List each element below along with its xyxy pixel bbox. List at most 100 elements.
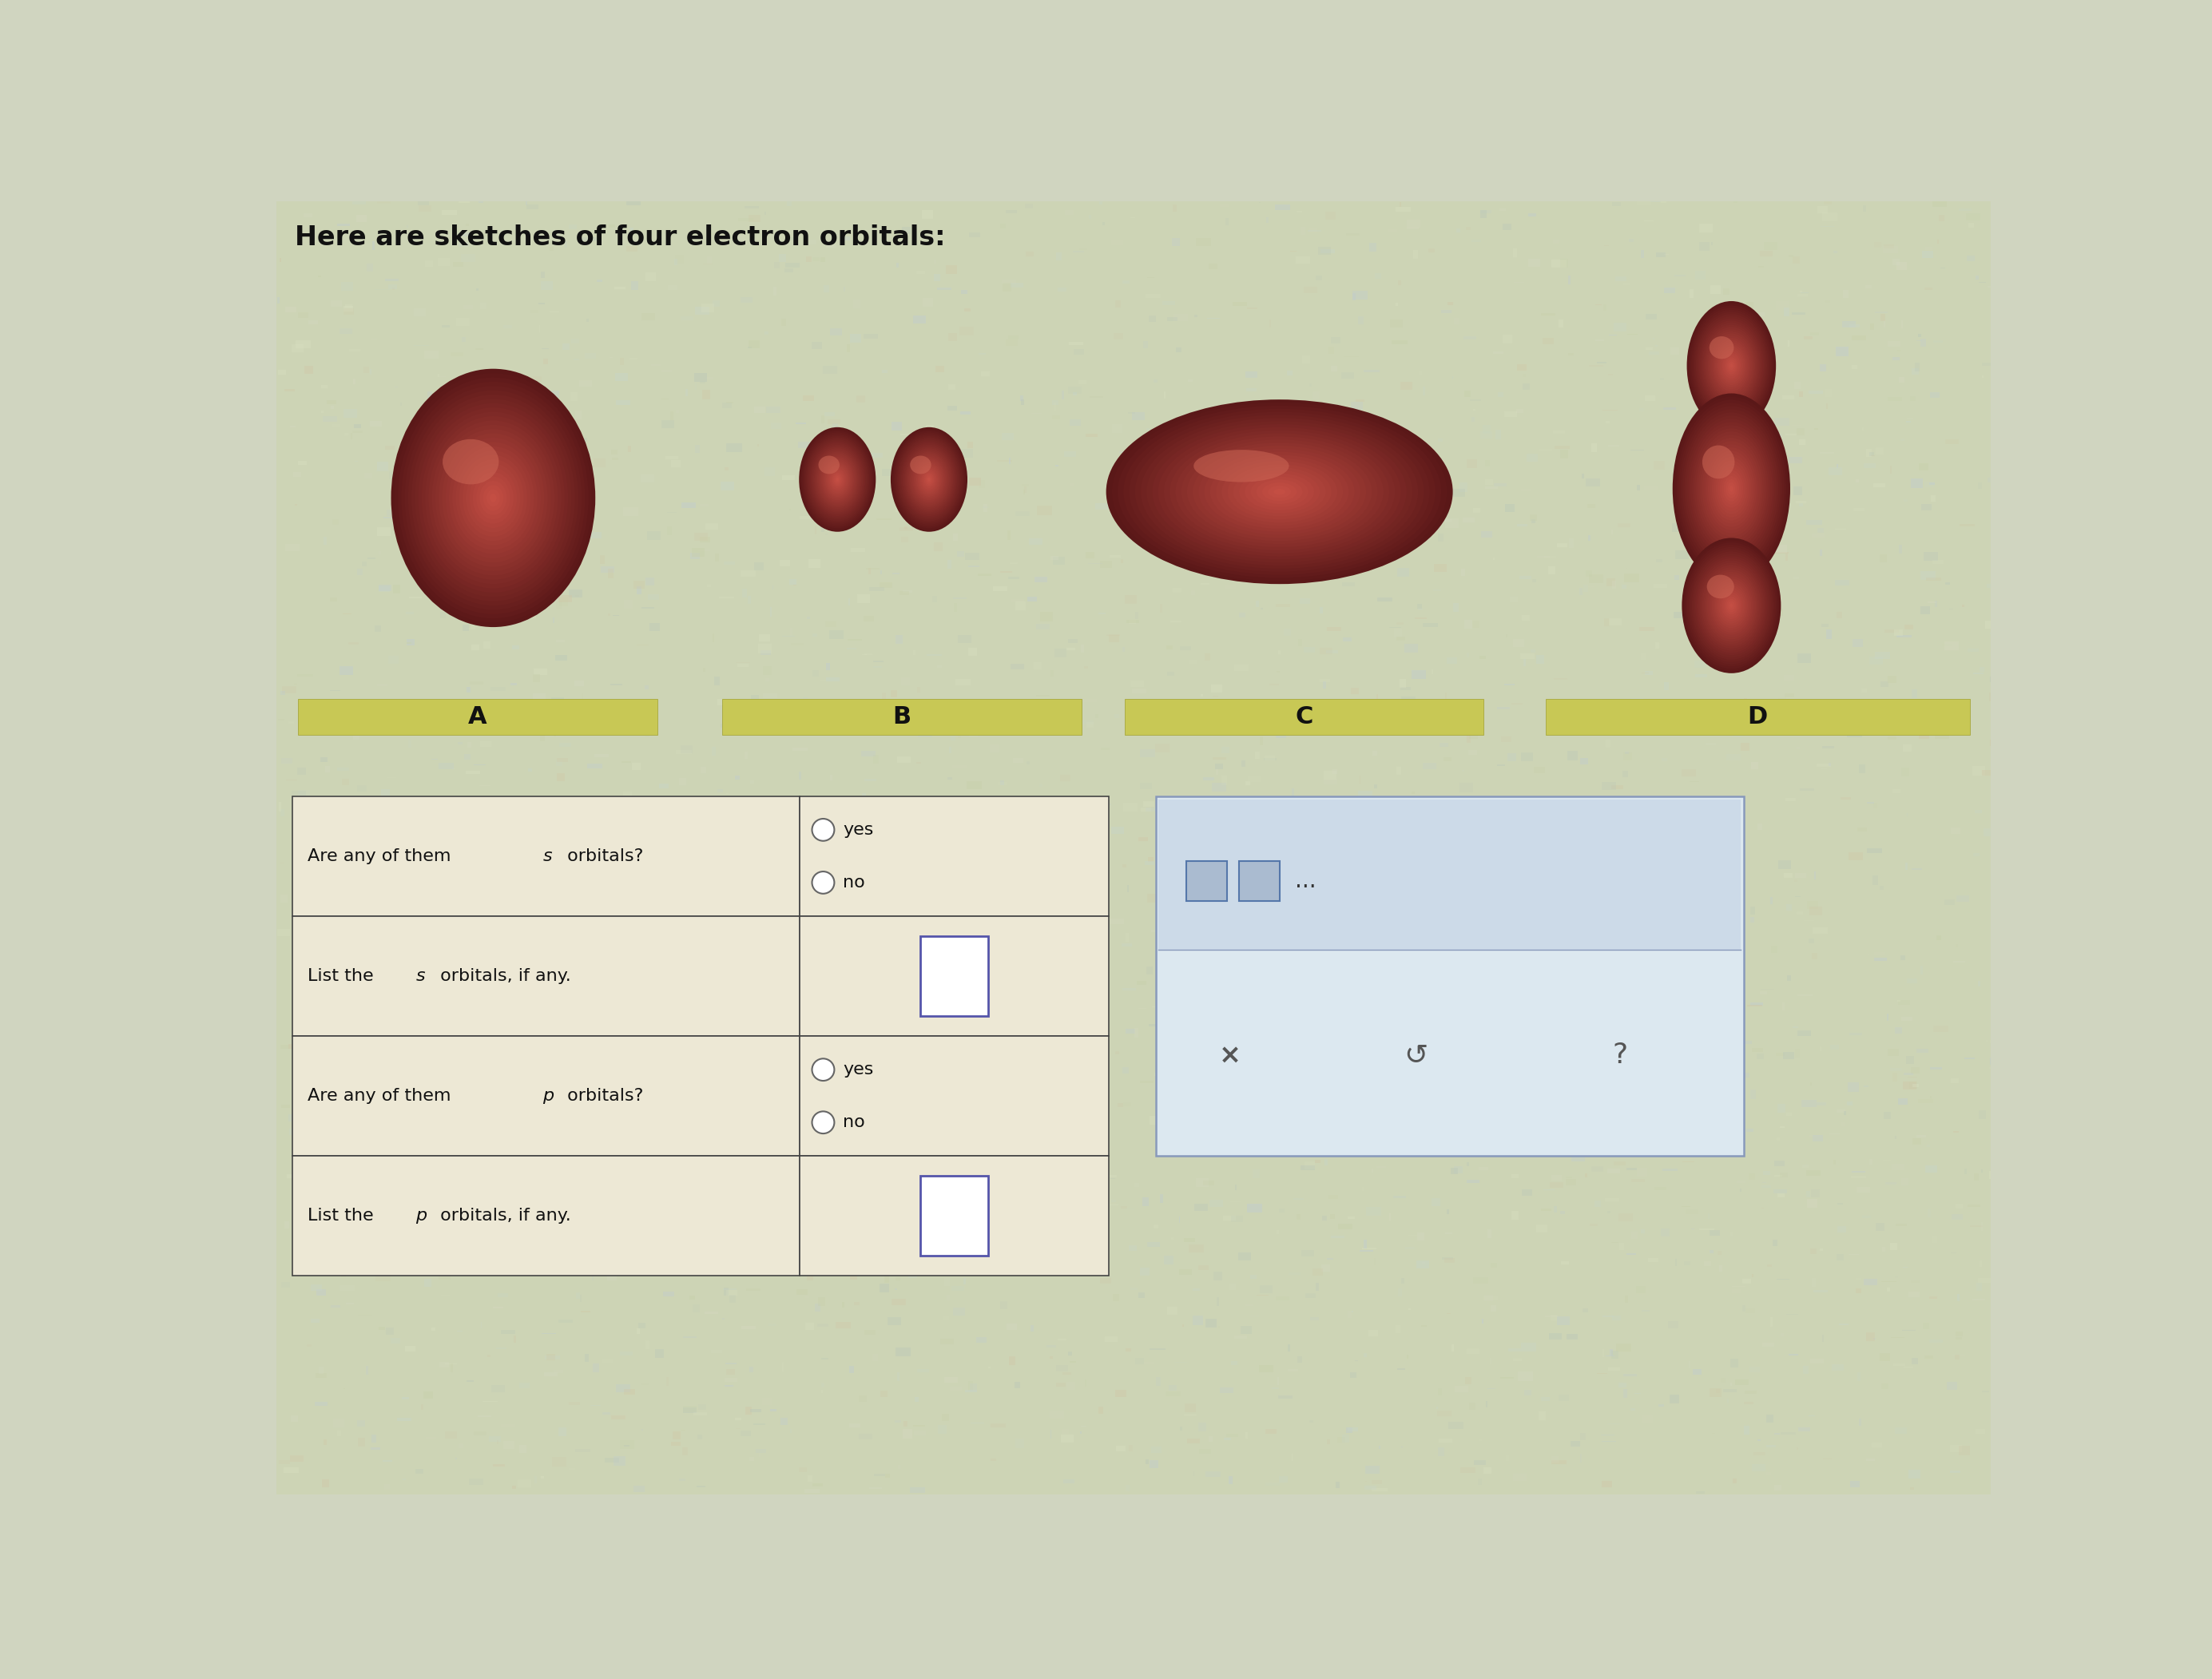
FancyBboxPatch shape: [1863, 688, 1867, 693]
FancyBboxPatch shape: [560, 596, 571, 603]
FancyBboxPatch shape: [378, 527, 392, 536]
FancyBboxPatch shape: [1148, 1242, 1159, 1247]
FancyBboxPatch shape: [1221, 1113, 1237, 1120]
FancyBboxPatch shape: [1201, 903, 1208, 907]
FancyBboxPatch shape: [407, 707, 422, 714]
FancyBboxPatch shape: [330, 406, 334, 410]
FancyBboxPatch shape: [383, 722, 385, 724]
FancyBboxPatch shape: [1121, 1066, 1128, 1073]
FancyBboxPatch shape: [1982, 1390, 1989, 1392]
FancyBboxPatch shape: [916, 687, 920, 692]
FancyBboxPatch shape: [1172, 588, 1181, 593]
Ellipse shape: [1705, 329, 1756, 403]
FancyBboxPatch shape: [1767, 1264, 1772, 1266]
FancyBboxPatch shape: [849, 1424, 860, 1427]
FancyBboxPatch shape: [544, 1355, 560, 1360]
FancyBboxPatch shape: [1155, 744, 1170, 752]
FancyBboxPatch shape: [1531, 519, 1535, 522]
FancyBboxPatch shape: [785, 264, 801, 267]
FancyBboxPatch shape: [1528, 213, 1537, 217]
FancyBboxPatch shape: [1756, 625, 1767, 631]
FancyBboxPatch shape: [292, 1036, 801, 1157]
FancyBboxPatch shape: [584, 1355, 588, 1362]
FancyBboxPatch shape: [1369, 1071, 1376, 1080]
FancyBboxPatch shape: [1776, 1053, 1785, 1056]
FancyBboxPatch shape: [1573, 1153, 1584, 1162]
FancyBboxPatch shape: [1924, 1357, 1933, 1358]
FancyBboxPatch shape: [947, 561, 951, 569]
FancyBboxPatch shape: [369, 421, 383, 426]
FancyBboxPatch shape: [1164, 705, 1170, 710]
FancyBboxPatch shape: [1807, 1170, 1820, 1175]
FancyBboxPatch shape: [1031, 1325, 1033, 1331]
FancyBboxPatch shape: [513, 1335, 515, 1343]
Ellipse shape: [1699, 435, 1765, 542]
FancyBboxPatch shape: [462, 871, 467, 875]
FancyBboxPatch shape: [1197, 1179, 1210, 1187]
FancyBboxPatch shape: [1199, 1264, 1208, 1271]
FancyBboxPatch shape: [1307, 861, 1312, 866]
FancyBboxPatch shape: [281, 685, 296, 693]
FancyBboxPatch shape: [1071, 845, 1079, 850]
FancyBboxPatch shape: [1217, 1086, 1228, 1095]
FancyBboxPatch shape: [1608, 374, 1613, 376]
FancyBboxPatch shape: [1626, 712, 1635, 717]
FancyBboxPatch shape: [821, 834, 836, 843]
FancyBboxPatch shape: [911, 939, 918, 944]
FancyBboxPatch shape: [1159, 799, 1741, 950]
FancyBboxPatch shape: [1491, 1306, 1495, 1311]
FancyBboxPatch shape: [334, 702, 338, 709]
FancyBboxPatch shape: [1582, 473, 1584, 479]
FancyBboxPatch shape: [883, 693, 887, 698]
FancyBboxPatch shape: [1367, 1110, 1371, 1115]
FancyBboxPatch shape: [1418, 702, 1429, 705]
FancyBboxPatch shape: [821, 1358, 827, 1360]
Text: yes: yes: [843, 821, 874, 838]
FancyBboxPatch shape: [500, 873, 504, 880]
FancyBboxPatch shape: [1936, 601, 1938, 608]
FancyBboxPatch shape: [1460, 782, 1473, 792]
FancyBboxPatch shape: [1409, 932, 1422, 937]
FancyBboxPatch shape: [945, 1377, 958, 1382]
FancyBboxPatch shape: [825, 534, 827, 536]
FancyBboxPatch shape: [1121, 944, 1133, 947]
FancyBboxPatch shape: [1371, 418, 1380, 426]
FancyBboxPatch shape: [604, 700, 608, 709]
FancyBboxPatch shape: [774, 1106, 781, 1115]
FancyBboxPatch shape: [1230, 803, 1245, 806]
FancyBboxPatch shape: [1646, 672, 1652, 675]
FancyBboxPatch shape: [1150, 930, 1161, 932]
FancyBboxPatch shape: [1672, 524, 1679, 532]
FancyBboxPatch shape: [1803, 1164, 1809, 1167]
FancyBboxPatch shape: [338, 767, 349, 771]
FancyBboxPatch shape: [336, 1259, 349, 1264]
FancyBboxPatch shape: [422, 826, 429, 833]
FancyBboxPatch shape: [1212, 782, 1225, 792]
FancyBboxPatch shape: [1279, 1476, 1287, 1483]
FancyBboxPatch shape: [352, 920, 365, 927]
FancyBboxPatch shape: [615, 1383, 630, 1392]
FancyBboxPatch shape: [1248, 1204, 1263, 1212]
FancyBboxPatch shape: [1601, 1481, 1613, 1488]
FancyBboxPatch shape: [697, 1147, 710, 1148]
FancyBboxPatch shape: [1186, 861, 1228, 902]
FancyBboxPatch shape: [1121, 559, 1124, 562]
FancyBboxPatch shape: [779, 230, 787, 232]
FancyBboxPatch shape: [1206, 1100, 1214, 1108]
Ellipse shape: [467, 463, 520, 532]
FancyBboxPatch shape: [1248, 307, 1256, 309]
FancyBboxPatch shape: [1803, 1100, 1816, 1108]
FancyBboxPatch shape: [345, 712, 358, 715]
Ellipse shape: [1699, 561, 1765, 651]
FancyBboxPatch shape: [1022, 1256, 1029, 1259]
FancyBboxPatch shape: [1783, 873, 1792, 878]
FancyBboxPatch shape: [1588, 907, 1599, 917]
FancyBboxPatch shape: [1303, 356, 1310, 363]
FancyBboxPatch shape: [1088, 1143, 1095, 1148]
FancyBboxPatch shape: [911, 798, 916, 803]
FancyBboxPatch shape: [874, 1474, 885, 1476]
FancyBboxPatch shape: [1287, 371, 1292, 376]
FancyBboxPatch shape: [1661, 1229, 1670, 1236]
FancyBboxPatch shape: [602, 1083, 617, 1088]
FancyBboxPatch shape: [675, 410, 679, 413]
